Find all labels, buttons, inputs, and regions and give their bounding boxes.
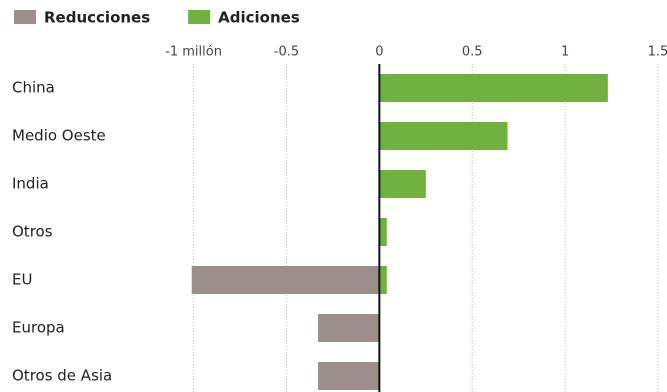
x-tick-label: 0.5 (462, 45, 483, 60)
bar (379, 74, 608, 102)
legend-label: Adiciones (218, 9, 300, 27)
y-tick-label: India (12, 175, 49, 193)
x-tick-label: 0 (375, 45, 383, 60)
x-tick-label: 1 (561, 45, 569, 60)
legend-swatch (188, 10, 211, 24)
bar (318, 314, 380, 342)
y-tick-label: EU (12, 271, 32, 289)
x-tick-label: 1.5 (648, 45, 667, 60)
y-tick-label: Europa (12, 319, 65, 337)
y-tick-label: Medio Oeste (12, 127, 106, 145)
x-tick-label: -1 millón (165, 45, 222, 60)
bar (379, 122, 508, 150)
y-tick-label: Otros (12, 223, 53, 241)
legend-swatch (14, 10, 36, 24)
y-tick-label: Otros de Asia (12, 367, 112, 385)
bar (379, 218, 387, 246)
bar (379, 266, 387, 294)
legend-label: Reducciones (44, 9, 150, 27)
bar (191, 266, 380, 294)
bar (379, 170, 426, 198)
y-tick-label: China (12, 79, 55, 97)
bar (318, 362, 380, 390)
x-tick-label: -0.5 (274, 45, 299, 60)
